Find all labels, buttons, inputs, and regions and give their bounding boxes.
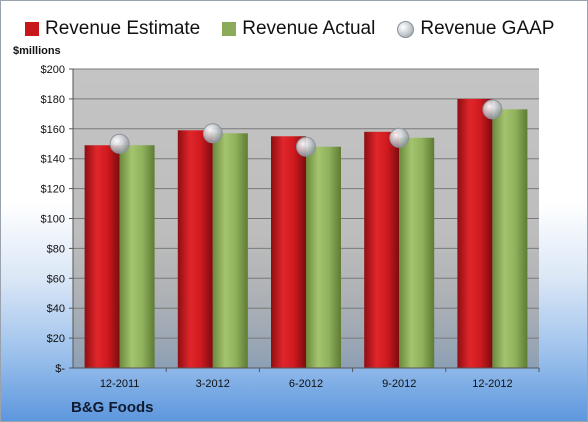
y-tick-label: $-	[55, 363, 65, 375]
y-tick-label: $120	[41, 184, 65, 196]
marker-revenue-gaap	[296, 136, 316, 157]
y-tick-label: $60	[47, 273, 65, 285]
x-tick-label: 9-2012	[382, 378, 416, 390]
legend-label-gaap: Revenue GAAP	[420, 18, 555, 39]
y-tick-label: $200	[41, 64, 65, 76]
company-name: B&G Foods	[71, 399, 154, 416]
legend: Revenue Estimate Revenue Actual Revenue …	[25, 17, 577, 41]
marker-revenue-gaap	[202, 123, 223, 144]
bar-revenue-estimate	[177, 130, 213, 368]
legend-swatch-gaap	[397, 20, 415, 38]
bar-revenue-estimate	[457, 98, 493, 369]
bar-revenue-actual	[492, 109, 528, 369]
x-tick-label: 6-2012	[289, 378, 323, 390]
y-tick-label: $140	[41, 154, 65, 166]
legend-swatch-actual	[222, 22, 237, 36]
bar-revenue-estimate	[271, 136, 306, 368]
y-tick-label: $20	[47, 333, 65, 345]
bar-series	[84, 98, 528, 369]
bar-revenue-estimate	[364, 131, 400, 368]
bar-revenue-actual	[212, 133, 248, 368]
legend-item-estimate: Revenue Estimate	[25, 18, 200, 40]
marker-revenue-gaap	[389, 127, 410, 148]
marker-revenue-gaap	[482, 99, 503, 120]
legend-label-actual: Revenue Actual	[242, 18, 376, 39]
x-axis-ticks: 12-2011 3-2012 6-2012 9-2012 12-2012	[73, 367, 540, 390]
gaap-markers	[109, 99, 503, 157]
x-tick-label: 3-2012	[196, 378, 230, 390]
y-axis-unit-label: $millions	[13, 45, 61, 57]
legend-label-estimate: Revenue Estimate	[45, 18, 201, 39]
x-tick-label: 12-2012	[472, 378, 512, 390]
legend-item-gaap: Revenue GAAP	[397, 18, 554, 40]
bar-revenue-actual	[399, 137, 435, 368]
bar-revenue-estimate	[84, 145, 120, 368]
y-tick-label: $40	[47, 303, 65, 315]
bar-revenue-actual	[119, 145, 155, 368]
y-tick-label: $80	[47, 243, 65, 255]
legend-item-actual: Revenue Actual	[222, 18, 375, 40]
marker-revenue-gaap	[109, 133, 130, 154]
y-axis-ticks: $- $20 $40 $60 $80 $100 $120 $140 $160 $180 $200	[41, 64, 74, 375]
y-tick-label: $180	[41, 94, 65, 106]
y-tick-label: $160	[41, 124, 65, 136]
x-tick-label: 12-2011	[100, 378, 140, 390]
y-tick-label: $100	[41, 214, 65, 226]
bar-revenue-actual	[306, 146, 341, 368]
legend-swatch-estimate	[25, 22, 39, 36]
